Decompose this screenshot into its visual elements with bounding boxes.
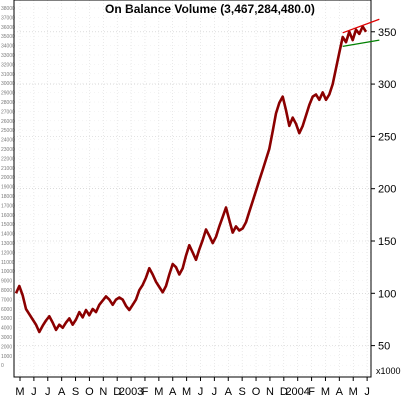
faint-left-label: 27000	[1, 109, 15, 115]
y-tick-label: 200	[378, 184, 396, 196]
x-tick-label: M	[182, 386, 191, 398]
x-tick-label: D	[113, 386, 121, 398]
faint-left-label: 38000	[1, 6, 15, 12]
trendline	[342, 39, 380, 48]
x-tick-label: J	[45, 386, 51, 398]
x-tick-label: A	[58, 386, 66, 398]
faint-left-label: 2000	[1, 344, 12, 350]
x-tick-label: O	[252, 386, 261, 398]
x-tick-label: M	[154, 386, 163, 398]
x-tick-label: N	[266, 386, 274, 398]
x-tick-label: S	[238, 386, 245, 398]
faint-left-label: 3000	[1, 335, 12, 341]
faint-left-label: 20000	[1, 175, 15, 181]
obv-series-line	[14, 25, 368, 334]
y-tick-label: 150	[378, 236, 396, 248]
x-tick-label: S	[72, 386, 79, 398]
x-tick-label: N	[99, 386, 107, 398]
faint-left-labels: 38000 37000 36000 35000 34000 33000 32000 31000…	[1, 6, 15, 369]
x-tick-label: F	[308, 386, 315, 398]
y-units-label: x1000	[376, 366, 401, 376]
faint-left-label: 14000	[1, 232, 15, 238]
faint-left-label: 18000	[1, 194, 15, 200]
faint-left-label: 26000	[1, 119, 15, 125]
x-tick-label: M	[321, 386, 330, 398]
x-tick-label: M	[349, 386, 358, 398]
faint-left-label: 19000	[1, 185, 15, 191]
faint-left-label: 23000	[1, 147, 15, 153]
x-tick-label: J	[212, 386, 218, 398]
faint-left-label: 35000	[1, 34, 15, 40]
faint-left-label: 17000	[1, 203, 15, 209]
faint-left-label: 6000	[1, 307, 12, 313]
faint-left-label: 25000	[1, 128, 15, 134]
y-tick-label: 300	[378, 79, 396, 91]
faint-left-label: 10000	[1, 269, 15, 275]
x-tick-label: A	[169, 386, 177, 398]
x-tick-label: A	[225, 386, 233, 398]
chart-title: On Balance Volume (3,467,284,480.0)	[105, 2, 315, 16]
series-group	[14, 25, 368, 334]
faint-left-label: 33000	[1, 53, 15, 59]
faint-left-label: 5000	[1, 316, 12, 322]
x-tick-label: M	[15, 386, 24, 398]
trendlines	[342, 18, 380, 48]
faint-left-label: 4000	[1, 326, 12, 332]
faint-left-label: 32000	[1, 62, 15, 68]
x-tick-label: F	[142, 386, 149, 398]
x-tick-label: A	[336, 386, 344, 398]
faint-left-label: 1000	[1, 354, 12, 360]
y-tick-label: 250	[378, 131, 396, 143]
faint-left-label: 21000	[1, 166, 15, 172]
x-tick-label: D	[280, 386, 288, 398]
faint-left-label: 11000	[1, 260, 15, 266]
faint-left-label: 16000	[1, 213, 15, 219]
x-tick-label: O	[85, 386, 94, 398]
y-tick-label: 350	[378, 27, 396, 39]
faint-left-label: 31000	[1, 72, 15, 78]
faint-left-label: 28000	[1, 100, 15, 106]
faint-left-label: 34000	[1, 44, 15, 50]
faint-left-label: 15000	[1, 222, 15, 228]
trendline	[342, 18, 380, 34]
y-tick-label: 100	[378, 288, 396, 300]
faint-left-label: 12000	[1, 250, 15, 256]
y-axis: 50 100 150 200 250 300 350	[371, 27, 396, 353]
faint-left-label: 8000	[1, 288, 12, 294]
faint-left-label: 36000	[1, 25, 15, 31]
y-tick-label: 50	[378, 341, 390, 353]
faint-left-label: 22000	[1, 156, 15, 162]
faint-left-label: 9000	[1, 279, 12, 285]
x-tick-label: 2003	[119, 386, 143, 398]
x-tick-label: J	[364, 386, 370, 398]
faint-left-label: 29000	[1, 91, 15, 97]
x-tick-label: J	[31, 386, 37, 398]
faint-left-label: 24000	[1, 138, 15, 144]
faint-left-label: 7000	[1, 297, 12, 303]
faint-left-label: 37000	[1, 15, 15, 21]
faint-left-label: 0	[1, 363, 4, 369]
faint-left-label: 30000	[1, 81, 15, 87]
x-tick-label: J	[198, 386, 204, 398]
faint-left-label: 13000	[1, 241, 15, 247]
x-tick-label: 2004	[285, 386, 309, 398]
